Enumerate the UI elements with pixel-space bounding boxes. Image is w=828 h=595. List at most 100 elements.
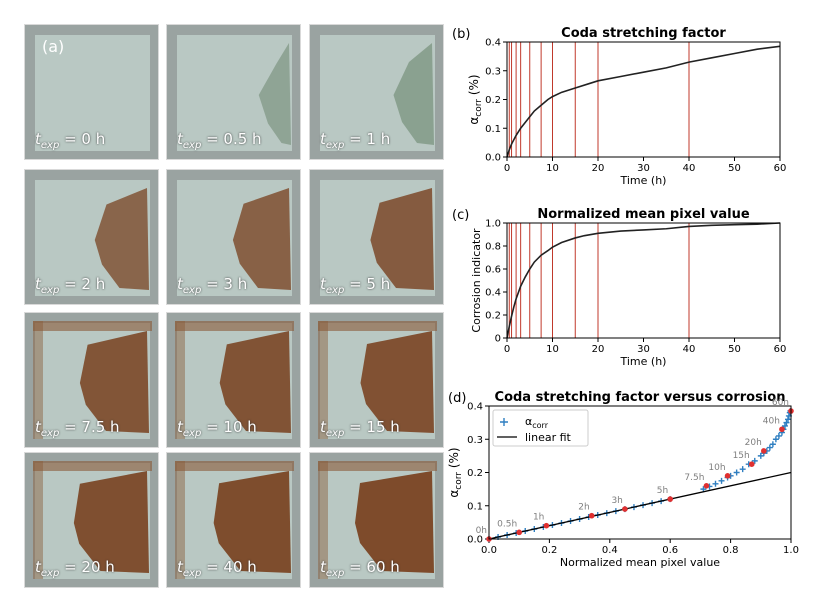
exposure-time-label: texp = 0.5 h [177, 130, 262, 151]
exposure-time-label: texp = 40 h [177, 558, 257, 579]
x-tick-label: 40 [683, 163, 696, 174]
scatter-point [775, 432, 782, 439]
photo-image [310, 313, 443, 447]
photo-tile: texp = 10 h [166, 312, 301, 448]
exposure-time-label: texp = 2 h [35, 275, 105, 296]
x-tick-label: 50 [728, 163, 741, 174]
x-tick-label: 0.8 [723, 545, 739, 556]
event-label: 60h [772, 398, 789, 408]
chart-panel-c: Normalized mean pixel value (c) 0 10 20 30 40 5… [452, 207, 786, 368]
plot-frame [488, 405, 792, 540]
event-label: 2h [578, 503, 589, 513]
photo-image [310, 170, 443, 304]
event-marker [748, 461, 755, 467]
x-axis-label: Time (h) [620, 355, 667, 368]
corrosion-curve [506, 222, 781, 339]
photo-image [25, 170, 158, 304]
label-variable: t [177, 275, 183, 293]
event-marker [543, 522, 550, 529]
event-label: 20h [745, 438, 762, 448]
event-label: 0h [476, 526, 487, 536]
label-value: = 0.5 h [201, 130, 262, 148]
photo-tile: texp = 7.5 h [24, 312, 159, 448]
label-subscript: exp [325, 285, 345, 296]
event-label: 7.5h [684, 473, 704, 483]
x-tick-label: 0.6 [662, 545, 678, 556]
y-tick-label: 1.0 [485, 219, 501, 230]
label-variable: t [320, 558, 326, 576]
x-tick-label: 60 [774, 163, 787, 174]
x-tick-label: 0 [504, 344, 510, 355]
label-variable: t [177, 558, 183, 576]
chart-title: Coda stretching factor versus corrosion [495, 390, 786, 405]
label-value: = 60 h [344, 558, 400, 576]
photo-image [167, 25, 300, 159]
legend-fit-label: linear fit [525, 431, 572, 444]
legend-scatter-symbol [500, 418, 508, 426]
label-value: = 10 h [201, 418, 257, 436]
y-tick-label: 0.1 [467, 501, 483, 512]
scatter-point [781, 422, 788, 429]
label-subscript: exp [325, 140, 345, 151]
exposure-time-label: texp = 15 h [320, 418, 400, 439]
event-marker [588, 512, 595, 519]
scatter-point [733, 469, 740, 476]
exposure-time-label: texp = 10 h [177, 418, 257, 439]
linear-fit-line [488, 471, 792, 540]
y-tick-label: 0.1 [485, 124, 501, 135]
y-tick-label: 0.4 [485, 38, 501, 49]
scatter-point [772, 436, 779, 443]
exposure-time-label: texp = 1 h [320, 130, 390, 151]
label-subscript: exp [182, 140, 202, 151]
label-subscript: exp [40, 140, 60, 151]
scatter-point [718, 477, 725, 484]
panel-letter: (b) [452, 27, 470, 42]
label-value: = 2 h [59, 275, 106, 293]
exposure-time-label: texp = 7.5 h [35, 418, 120, 439]
exposure-time-label: texp = 20 h [35, 558, 115, 579]
chart-title: Normalized mean pixel value [537, 207, 749, 222]
photo-tile: texp = 60 h [309, 452, 444, 588]
chart-panel-d: Coda stretching factor versus corrosion (… [447, 390, 799, 569]
scatter-point [739, 466, 746, 473]
label-value: = 20 h [59, 558, 115, 576]
event-marker [761, 448, 767, 454]
photo-tile: texp = 3 h [166, 169, 301, 305]
scatter-point [766, 444, 773, 451]
label-subscript: exp [40, 568, 60, 579]
label-value: = 1 h [344, 130, 391, 148]
x-tick-label: 60 [774, 344, 787, 355]
chart-panel-b: Coda stretching factor (b) 0 10 20 30 40 50 60 0.… [452, 26, 786, 187]
photo-tile: texp = 1 h [309, 24, 444, 160]
scatter-point [757, 452, 764, 459]
scatter-point [751, 457, 758, 464]
plot-frame [506, 222, 781, 339]
photo-image [25, 25, 158, 159]
panel-letter: (c) [452, 208, 469, 223]
panel-a-letter: (a) [42, 37, 65, 56]
label-variable: t [320, 130, 326, 148]
x-tick-label: 30 [637, 163, 650, 174]
y-tick-label: 0.0 [485, 153, 501, 164]
label-variable: t [35, 130, 41, 148]
label-subscript: exp [182, 285, 202, 296]
y-tick-label: 0.3 [485, 66, 501, 77]
x-tick-label: 20 [592, 344, 605, 355]
event-marker [622, 506, 628, 512]
label-value: = 5 h [344, 275, 391, 293]
x-tick-label: 1.0 [783, 545, 799, 556]
photo-image [167, 313, 300, 447]
photo-tile: texp = 40 h [166, 452, 301, 588]
event-label: 1h [533, 513, 544, 523]
x-tick-label: 0 [504, 163, 510, 174]
event-label: 40h [763, 416, 780, 426]
event-marker [724, 473, 731, 479]
plot-frame [506, 41, 781, 158]
photo-image [25, 313, 158, 447]
label-subscript: exp [325, 428, 345, 439]
scatter-point [769, 441, 776, 448]
event-marker [667, 496, 673, 502]
event-label: 3h [611, 496, 622, 506]
y-axis-label: Corrosion indicator [470, 228, 483, 333]
